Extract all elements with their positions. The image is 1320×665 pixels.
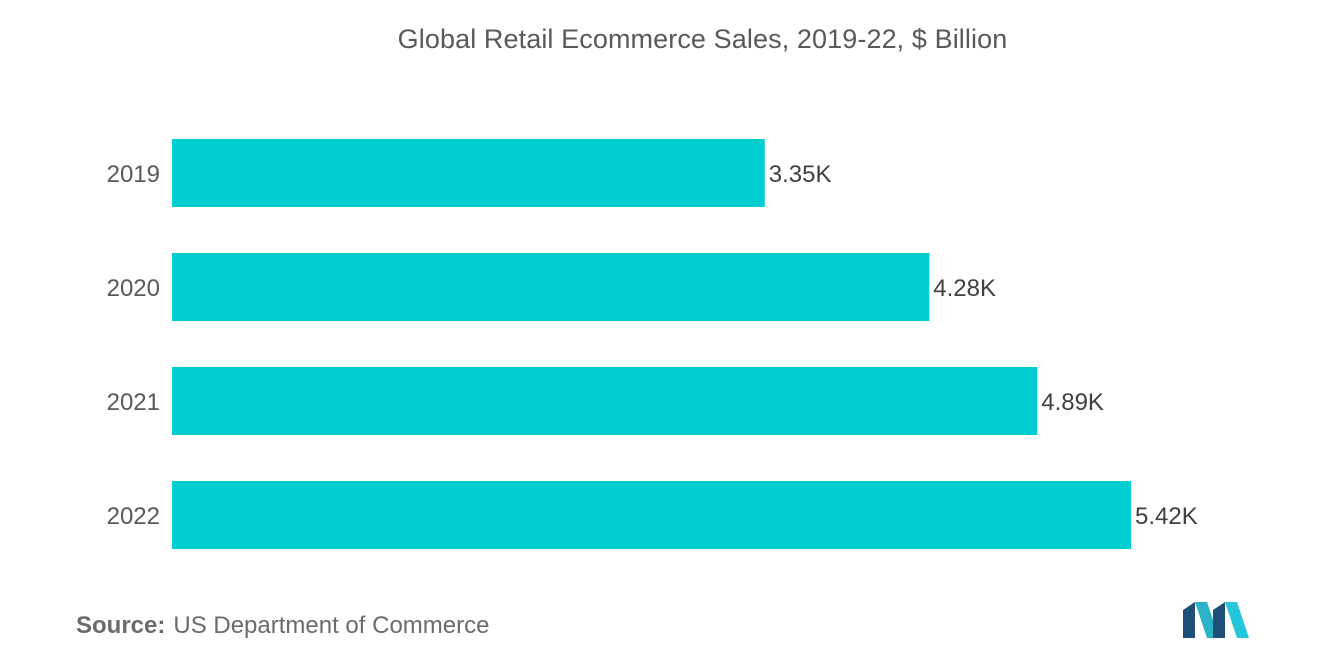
bar-2021 (172, 367, 1038, 435)
category-label-2021: 2021 (107, 389, 160, 416)
category-label-2019: 2019 (107, 161, 160, 188)
chart-title: Global Retail Ecommerce Sales, 2019-22, … (397, 24, 1008, 54)
bar-2019 (172, 139, 765, 207)
source-text: US Department of Commerce (173, 612, 490, 639)
data-label-2021: 4.89K (1041, 389, 1104, 416)
data-label-2019: 3.35K (769, 161, 832, 188)
mordor-intelligence-logo-icon (1183, 602, 1249, 638)
data-label-2020: 4.28K (933, 275, 996, 302)
source-note: Source: US Department of Commerce (76, 612, 489, 640)
data-label-2022: 5.42K (1135, 503, 1198, 530)
category-label-2020: 2020 (107, 275, 160, 302)
category-label-2022: 2022 (107, 503, 160, 530)
bar-2022 (172, 481, 1131, 549)
source-label: Source: (76, 612, 166, 639)
bar-2020 (172, 253, 930, 321)
